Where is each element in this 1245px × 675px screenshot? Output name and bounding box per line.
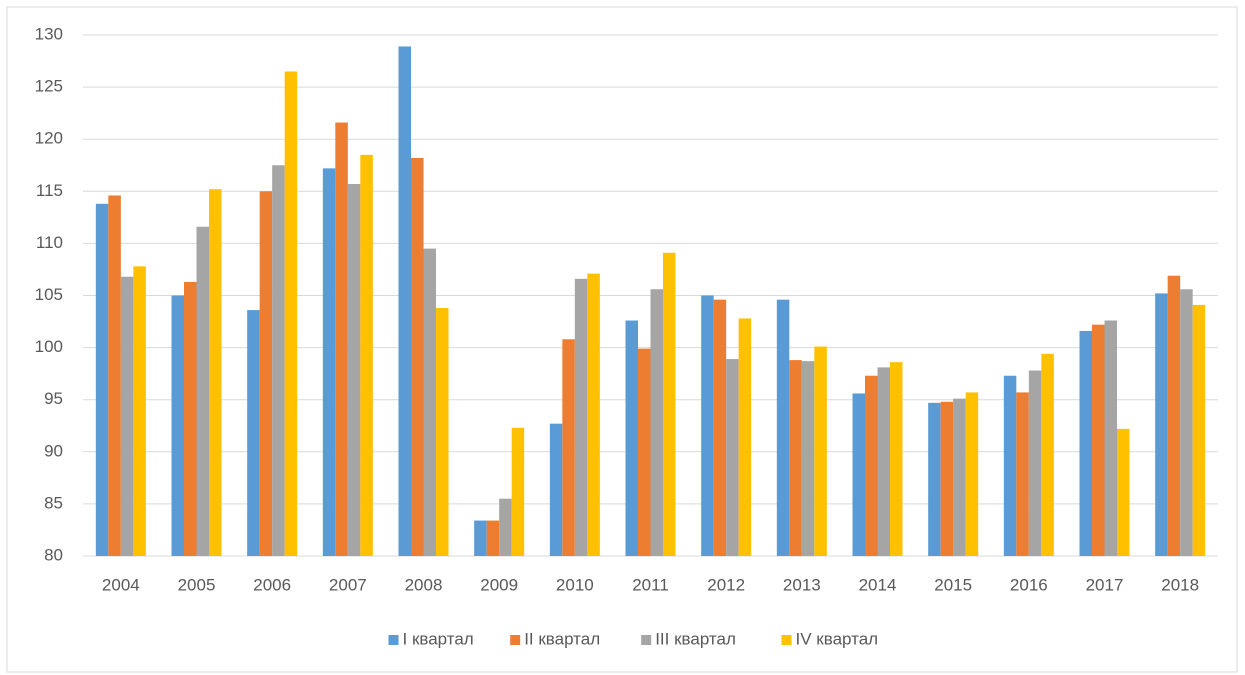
bar: [347, 184, 361, 557]
y-tick-label: 105: [35, 285, 63, 304]
bar: [1003, 375, 1017, 556]
legend-label: III квартал: [655, 629, 736, 648]
legend-label: II квартал: [524, 629, 600, 648]
legend-label: I квартал: [403, 629, 474, 648]
x-tick-label: 2010: [556, 575, 594, 594]
x-tick-label: 2014: [859, 575, 897, 594]
bar: [284, 71, 298, 556]
bar: [625, 320, 638, 556]
bar: [726, 359, 739, 556]
bar: [953, 398, 966, 556]
bar: [499, 498, 512, 556]
x-tick-label: 2015: [934, 575, 972, 594]
bar: [171, 295, 184, 556]
bar: [259, 191, 273, 557]
bar: [701, 295, 714, 556]
bar: [940, 401, 954, 556]
bar: [776, 299, 790, 556]
bar: [801, 361, 815, 556]
bar: [184, 281, 197, 556]
y-tick-label: 90: [44, 441, 63, 460]
y-tick-label: 95: [44, 389, 63, 408]
legend-swatch: [510, 635, 521, 645]
y-tick-label: 80: [44, 545, 63, 564]
bar: [1092, 324, 1105, 556]
y-tick-label: 115: [36, 181, 63, 200]
x-tick-label: 2013: [783, 575, 821, 594]
x-tick-label: 2009: [480, 575, 518, 594]
bar: [1117, 428, 1130, 556]
x-tick-label: 2007: [329, 575, 367, 594]
bar: [247, 310, 260, 556]
x-tick-label: 2012: [707, 575, 745, 594]
bar: [133, 266, 146, 556]
bar: [272, 165, 285, 556]
bar: [196, 226, 209, 556]
bar: [965, 392, 979, 556]
bar: [638, 348, 651, 556]
bar: [562, 339, 575, 556]
legend-swatch: [388, 635, 399, 645]
bar: [398, 46, 411, 556]
bar: [209, 189, 222, 556]
legend-swatch: [641, 635, 652, 645]
bar: [120, 276, 134, 556]
bar: [1079, 330, 1092, 556]
bar: [95, 203, 109, 556]
x-tick-label: 2004: [102, 575, 140, 594]
bar: [1155, 293, 1168, 556]
bar: [511, 427, 525, 556]
y-tick-label: 125: [35, 77, 63, 96]
bar: [877, 367, 890, 556]
x-tick-label: 2018: [1161, 575, 1199, 594]
x-tick-label: 2006: [253, 575, 291, 594]
bar: [549, 423, 563, 556]
bar: [335, 122, 348, 556]
bar: [852, 393, 865, 556]
bar: [574, 278, 588, 556]
bar: [423, 248, 436, 557]
bar: [928, 402, 941, 556]
bar: [713, 299, 727, 556]
y-tick-label: 110: [36, 233, 63, 252]
bar: [789, 360, 802, 556]
y-tick-label: 85: [44, 493, 63, 512]
bar: [1104, 320, 1117, 556]
bar: [322, 168, 336, 556]
y-tick-label: 130: [35, 24, 63, 43]
bar: [436, 308, 449, 556]
bar: [1028, 370, 1042, 556]
x-tick-label: 2017: [1086, 575, 1124, 594]
bar: [738, 318, 752, 556]
bar: [1192, 304, 1206, 556]
bar: [650, 289, 663, 556]
x-tick-label: 2005: [178, 575, 216, 594]
bar: [108, 195, 121, 556]
bar: [411, 157, 424, 556]
x-tick-label: 2016: [1010, 575, 1048, 594]
bar: [360, 154, 373, 556]
bar: [1041, 353, 1054, 556]
y-tick-label: 120: [35, 129, 63, 148]
bar: [1180, 289, 1193, 556]
bar: [587, 273, 600, 556]
bar: [663, 252, 676, 556]
bar: [486, 520, 500, 556]
bar: [474, 520, 487, 556]
legend-label: IV квартал: [796, 629, 879, 648]
x-tick-label: 2011: [632, 575, 669, 594]
y-tick-label: 100: [35, 337, 63, 356]
bar: [1016, 392, 1029, 556]
legend-swatch: [781, 635, 792, 645]
bar: [865, 375, 878, 556]
bar: [1167, 275, 1181, 556]
bar: [890, 362, 903, 556]
bar: [814, 346, 827, 556]
x-tick-label: 2008: [405, 575, 443, 594]
